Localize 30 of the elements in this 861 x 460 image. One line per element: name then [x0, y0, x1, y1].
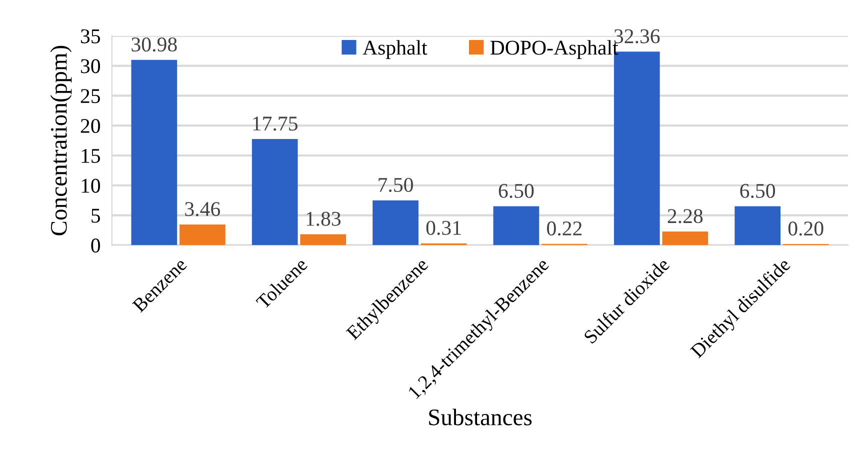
data-label: 0.20	[788, 222, 824, 236]
legend-label: Asphalt	[362, 40, 428, 59]
y-tick-label: 0	[91, 238, 100, 253]
y-axis-title: Concentration(ppm)	[50, 46, 72, 236]
data-label: 7.50	[378, 178, 413, 192]
y-tick-label: 5	[92, 208, 100, 223]
data-label: 0.31	[426, 220, 461, 236]
data-label: 6.50	[498, 184, 534, 198]
bar	[131, 60, 178, 246]
y-tick-label: 25	[80, 89, 100, 104]
data-label: 2.28	[668, 209, 703, 224]
data-label: 6.50	[740, 184, 776, 198]
data-label: 1.83	[306, 212, 341, 226]
bar	[300, 234, 346, 246]
data-label: 30.98	[132, 37, 177, 52]
y-tick-label: 30	[80, 59, 100, 74]
bar	[180, 224, 226, 246]
y-tick-label: 15	[82, 148, 100, 163]
bar	[734, 206, 781, 246]
bar	[662, 232, 708, 246]
y-tick-label: 35	[80, 29, 100, 44]
bar	[372, 200, 418, 246]
data-label: 3.46	[185, 202, 220, 216]
data-label: 17.75	[253, 116, 298, 131]
y-tick-label: 10	[82, 178, 100, 193]
bar	[493, 206, 540, 246]
bar	[252, 139, 298, 246]
x-axis-title: Substances	[429, 408, 532, 426]
y-tick-label: 20	[80, 118, 100, 134]
data-label: 0.22	[547, 221, 582, 236]
